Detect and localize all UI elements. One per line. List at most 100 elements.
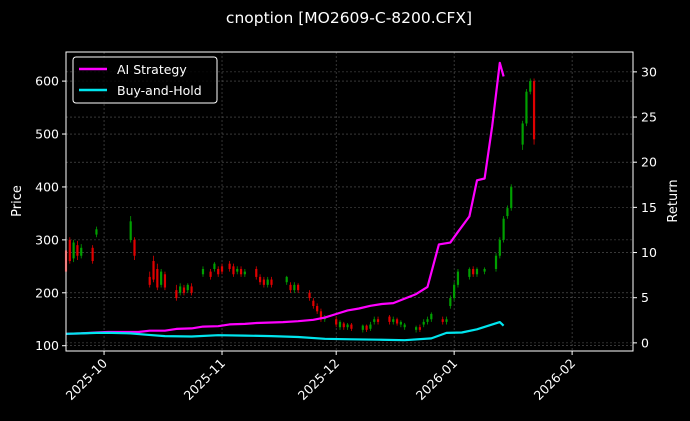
y-left-tick-label: 300 (35, 232, 59, 247)
candle-body (133, 239, 136, 256)
candle-body (285, 276, 288, 283)
candle-body (243, 271, 246, 275)
y-axis-left-label: Price (10, 185, 25, 217)
candle-body (472, 268, 475, 275)
candle-body (239, 268, 243, 275)
legend-box (72, 56, 218, 104)
candle-body (365, 325, 368, 330)
y-left-tick-label: 200 (35, 285, 59, 300)
y-left-tick-label: 600 (35, 74, 59, 89)
candle-body (502, 218, 505, 240)
candle-body (456, 271, 460, 285)
candle-body (388, 316, 391, 322)
candle-body (129, 221, 132, 240)
candle-body (319, 311, 323, 320)
candle-body (213, 263, 216, 269)
candle-body (399, 321, 402, 325)
legend-label-buy-and-hold: Buy-and-Hold (117, 83, 202, 98)
candle-body (308, 292, 311, 299)
candle-body (220, 266, 224, 272)
y-right-tick-label: 10 (641, 245, 657, 260)
candle-body (163, 274, 167, 288)
candle-body (179, 286, 182, 293)
chart-title: cnoption [MO2609-C-8200.CFX] (226, 9, 472, 27)
y-left-tick-label: 100 (35, 338, 59, 353)
candle-body (76, 245, 79, 256)
candle-body (270, 279, 273, 285)
y-left-tick-label: 500 (35, 127, 59, 142)
candle-body (418, 327, 421, 330)
candle-body (258, 276, 262, 283)
y-right-tick-label: 5 (641, 290, 649, 305)
candle-body (350, 324, 353, 329)
candle-body (68, 239, 71, 262)
candle-body (266, 279, 269, 285)
candle-body (190, 286, 193, 293)
candle-body (236, 268, 239, 272)
candle-body (430, 313, 433, 320)
candle-body (369, 324, 372, 329)
candle-body (510, 186, 513, 209)
series-lines (65, 61, 505, 342)
candle-body (445, 319, 448, 322)
candle-body (468, 268, 471, 277)
candle-body (373, 319, 376, 322)
y-right-tick-label: 20 (641, 155, 657, 170)
series-line-buy-and-hold (65, 321, 505, 342)
candle-body (342, 323, 345, 328)
candle-body (148, 276, 151, 285)
candle-body (95, 229, 98, 235)
candle-body (293, 284, 296, 291)
candle-body (335, 319, 338, 325)
candle-body (422, 321, 425, 325)
candle-body (521, 123, 524, 145)
y-right-tick-label: 30 (641, 64, 657, 79)
candle-body (156, 268, 159, 288)
candle-body (232, 266, 235, 275)
candle-body (403, 324, 406, 328)
candle-body (72, 242, 75, 259)
candle-body (506, 208, 509, 217)
candle-body (453, 284, 456, 299)
candle-body (160, 271, 163, 285)
candle-body (376, 319, 380, 322)
y-right-tick-label: 15 (641, 200, 657, 215)
candle-body (175, 290, 178, 299)
y-right-tick-label: 0 (641, 335, 649, 350)
candle-body (255, 268, 258, 277)
candle-body (91, 247, 94, 262)
candle-body (414, 327, 418, 330)
candle-body (209, 271, 212, 277)
candle-body (532, 81, 536, 140)
candle-body (529, 81, 532, 92)
candle-body (262, 279, 265, 285)
candle-body (289, 284, 292, 291)
y-right-tick-label: 25 (641, 110, 657, 125)
candle-body (316, 306, 319, 312)
candle-body (475, 268, 479, 275)
candle-body (426, 319, 429, 322)
candle-body (483, 268, 486, 272)
candle-body (182, 287, 186, 293)
candle-body (152, 261, 155, 280)
legend-label-ai-strategy: AI Strategy (117, 62, 187, 77)
candle-body (312, 300, 315, 307)
candle-body (525, 91, 528, 124)
grid (66, 52, 633, 351)
plot-frame (65, 51, 634, 352)
y-left-tick-label: 400 (35, 179, 59, 194)
candle-body (186, 284, 189, 291)
series-line-ai-strategy (65, 61, 505, 335)
candle-body (498, 239, 501, 256)
candle-body (297, 284, 300, 291)
candle-body (201, 268, 205, 275)
candle-body (80, 247, 83, 256)
candle-body (395, 319, 399, 324)
y-axis-right-label: Return (666, 179, 681, 222)
candle-body (441, 319, 444, 322)
candle-body (494, 255, 498, 269)
candle-body (449, 298, 452, 307)
candle-body (228, 263, 231, 269)
legend: AI Strategy Buy-and-Hold (72, 56, 218, 104)
